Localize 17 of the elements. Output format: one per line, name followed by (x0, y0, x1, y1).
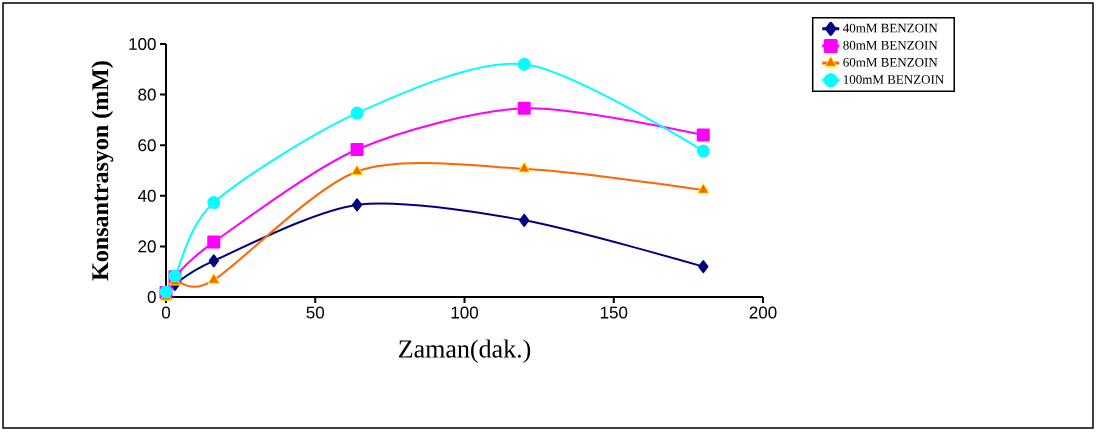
legend-label: 60mM BENZOIN (843, 57, 938, 67)
y-tick-label: 0 (147, 290, 156, 304)
y-tick-label: 40 (137, 189, 156, 202)
x-tick-label: 0 (161, 306, 171, 319)
y-tick-label: 80 (138, 88, 156, 101)
legend-label: 100mM BENZOIN (843, 75, 944, 84)
y-tick-label: 60 (138, 139, 156, 152)
y-tick-label: 100 (129, 37, 156, 51)
x-tick-label: 150 (600, 306, 628, 319)
x-tick-label: 200 (749, 306, 777, 319)
x-tick-label: 50 (306, 306, 325, 319)
legend-label: 40mM BENZOIN (843, 23, 938, 33)
x-tick-label: 100 (451, 306, 479, 319)
y-tick-label: 20 (138, 240, 156, 253)
legend-label: 80mM BENZOIN (843, 40, 938, 50)
x-axis-title: Zaman(dak.) (398, 339, 531, 363)
y-axis-title: Konsantrasyon (mM) (91, 61, 114, 281)
